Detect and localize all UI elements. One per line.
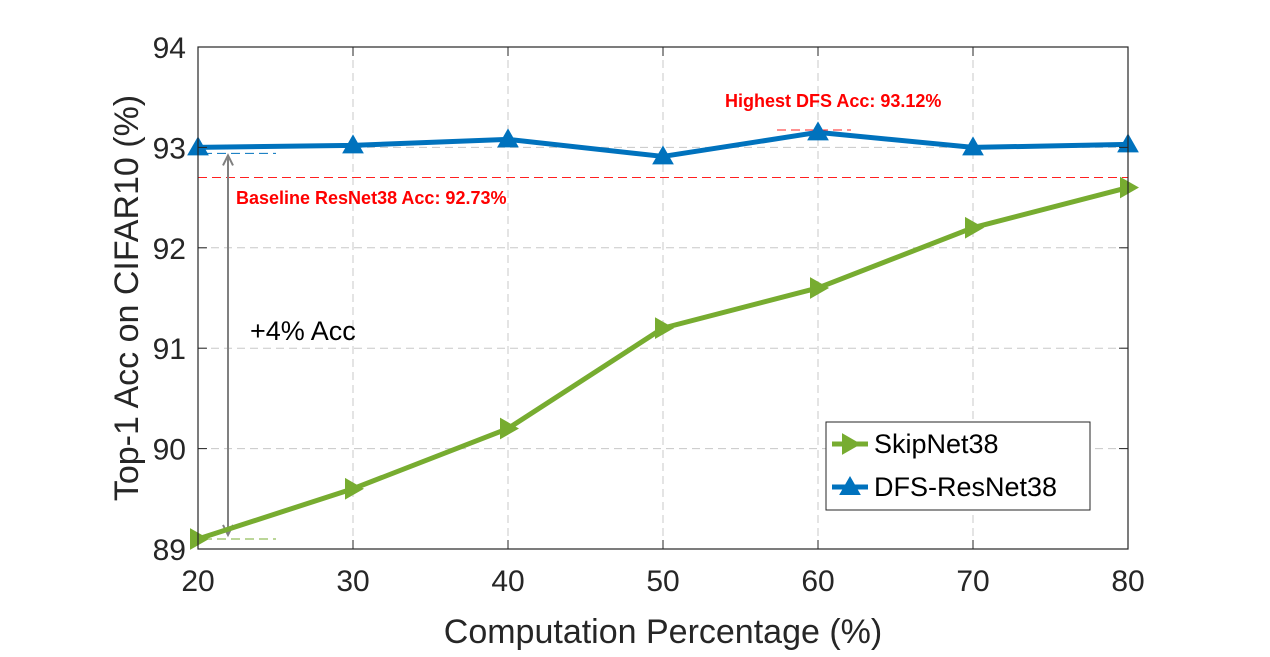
annotation-lines <box>198 129 1128 540</box>
axis-ticks <box>197 46 1129 550</box>
legend-marker-1 <box>839 475 861 495</box>
baseline-acc-annotation: Baseline ResNet38 Acc: 92.73% <box>236 188 506 208</box>
data-point-0 <box>500 417 520 440</box>
data-point-0 <box>810 277 830 299</box>
data-point-0 <box>190 528 210 550</box>
y-tick-label: 93 <box>153 132 186 165</box>
legend-marker-0 <box>842 433 862 455</box>
x-tick-label: 40 <box>491 565 524 598</box>
y-tick-label: 94 <box>153 32 186 65</box>
legend-label-dfs-resnet38: DFS-ResNet38 <box>874 472 1057 502</box>
series-layer <box>187 121 1140 550</box>
data-point-1 <box>807 121 829 141</box>
data-point-1 <box>962 136 984 156</box>
highest-acc-annotation: Highest DFS Acc: 93.12% <box>725 91 941 111</box>
y-tick-label: 92 <box>153 233 186 266</box>
data-point-0 <box>965 216 985 239</box>
data-point-1 <box>342 134 364 154</box>
x-tick-label: 30 <box>336 565 369 598</box>
data-point-0 <box>345 477 365 500</box>
data-point-1 <box>497 128 519 148</box>
data-point-0 <box>655 317 675 339</box>
legend: SkipNet38 DFS-ResNet38 <box>825 421 1091 511</box>
y-tick-label: 91 <box>153 333 186 366</box>
x-axis-title: Computation Percentage (%) <box>444 613 882 651</box>
gain-annotation: +4% Acc <box>250 316 356 346</box>
x-tick-label: 80 <box>1111 565 1144 598</box>
legend-box <box>825 421 1091 511</box>
y-tick-label: 90 <box>153 434 186 467</box>
tick-labels: 20 30 40 50 60 70 80 89 90 91 92 93 94 <box>153 32 1145 598</box>
x-tick-label: 70 <box>956 565 989 598</box>
legend-label-skipnet38: SkipNet38 <box>874 429 999 459</box>
x-tick-label: 50 <box>646 565 679 598</box>
x-tick-label: 20 <box>181 565 214 598</box>
data-point-1 <box>652 145 674 165</box>
legend-swatches <box>832 433 868 495</box>
data-point-0 <box>1120 176 1140 199</box>
gain-arrow-head-up <box>222 153 234 166</box>
y-tick-label: 89 <box>153 534 186 567</box>
x-tick-label: 60 <box>801 565 834 598</box>
y-axis-title: Top-1 Acc on CIFAR10 (%) <box>108 95 146 501</box>
